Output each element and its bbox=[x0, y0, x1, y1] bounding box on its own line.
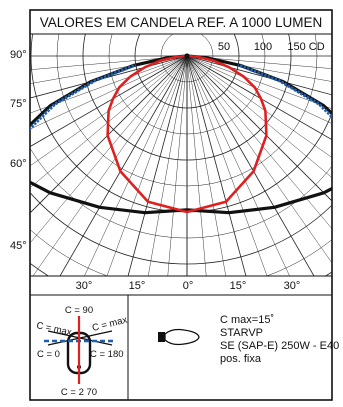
grid-ray bbox=[30, 55, 188, 114]
grid-ray bbox=[30, 55, 188, 148]
grid-ray bbox=[59, 55, 188, 276]
grid-ray bbox=[186, 55, 332, 264]
plane-label-c0: C = 0 bbox=[37, 349, 60, 360]
lamp-bulb-icon bbox=[158, 328, 200, 346]
plane-label-c180: C = 180 bbox=[90, 349, 124, 360]
info-position: pos. fixa bbox=[220, 353, 262, 365]
info-cmax: C max=15˚ bbox=[220, 314, 274, 326]
bottom-label-30-left: 30° bbox=[76, 280, 93, 292]
grid-ray bbox=[186, 55, 332, 96]
grid-ray bbox=[30, 55, 188, 70]
grid-ray bbox=[32, 55, 188, 276]
grid-ray bbox=[30, 55, 188, 130]
grid-ray bbox=[186, 55, 290, 276]
grid-ray bbox=[186, 55, 332, 124]
grid-ray bbox=[30, 55, 188, 99]
angle-label-60: 60° bbox=[10, 158, 27, 170]
grid-ray bbox=[30, 55, 188, 189]
grid-ray bbox=[186, 55, 268, 276]
grid-ray bbox=[127, 55, 188, 276]
grid-ray bbox=[30, 55, 188, 214]
grid-ray bbox=[167, 55, 188, 276]
curve-series-red bbox=[106, 54, 268, 214]
chart-title: VALORES EM CANDELA REF. A 1000 LUMEN bbox=[40, 15, 323, 30]
grid-ray bbox=[186, 55, 332, 178]
grid-ray bbox=[186, 55, 332, 202]
grid-ray bbox=[186, 55, 332, 158]
info-model: STARVP bbox=[220, 327, 263, 339]
polar-grid bbox=[30, 34, 332, 276]
grid-ray bbox=[186, 55, 332, 69]
grid-ray bbox=[186, 55, 332, 230]
plane-label-c90: C = 90 bbox=[65, 305, 93, 316]
bottom-label-0: 0° bbox=[183, 280, 194, 292]
grid-ray bbox=[186, 55, 332, 141]
info-lamp: SE (SAP-E) 250W - E40 bbox=[220, 340, 339, 352]
grid-ray bbox=[106, 55, 188, 276]
grid-ray bbox=[186, 55, 227, 276]
scale-label-100: 100 bbox=[254, 41, 272, 53]
grid-ray bbox=[147, 55, 188, 276]
grid-ray bbox=[186, 55, 332, 110]
grid-ray bbox=[30, 55, 188, 167]
curves bbox=[30, 53, 332, 215]
bottom-label-30-right: 30° bbox=[284, 280, 301, 292]
angle-label-75: 75° bbox=[10, 98, 27, 110]
grid-ray bbox=[186, 55, 247, 276]
scale-label-150: 150 CD bbox=[287, 41, 324, 53]
grid-ray bbox=[30, 55, 188, 244]
angle-label-45: 45° bbox=[10, 240, 27, 252]
plane-label-c270: C = 2 70 bbox=[61, 387, 97, 398]
source-point-icon bbox=[184, 53, 190, 59]
bottom-label-15-right: 15° bbox=[230, 280, 247, 292]
angle-label-90: 90° bbox=[10, 49, 27, 61]
scale-label-50: 50 bbox=[218, 41, 230, 53]
curve-series-black bbox=[30, 54, 332, 215]
grid-ray bbox=[84, 55, 188, 276]
grid-ray bbox=[186, 55, 315, 276]
grid-ray bbox=[186, 55, 207, 276]
bottom-label-15-left: 15° bbox=[129, 280, 146, 292]
curve-series-blue bbox=[30, 63, 332, 131]
